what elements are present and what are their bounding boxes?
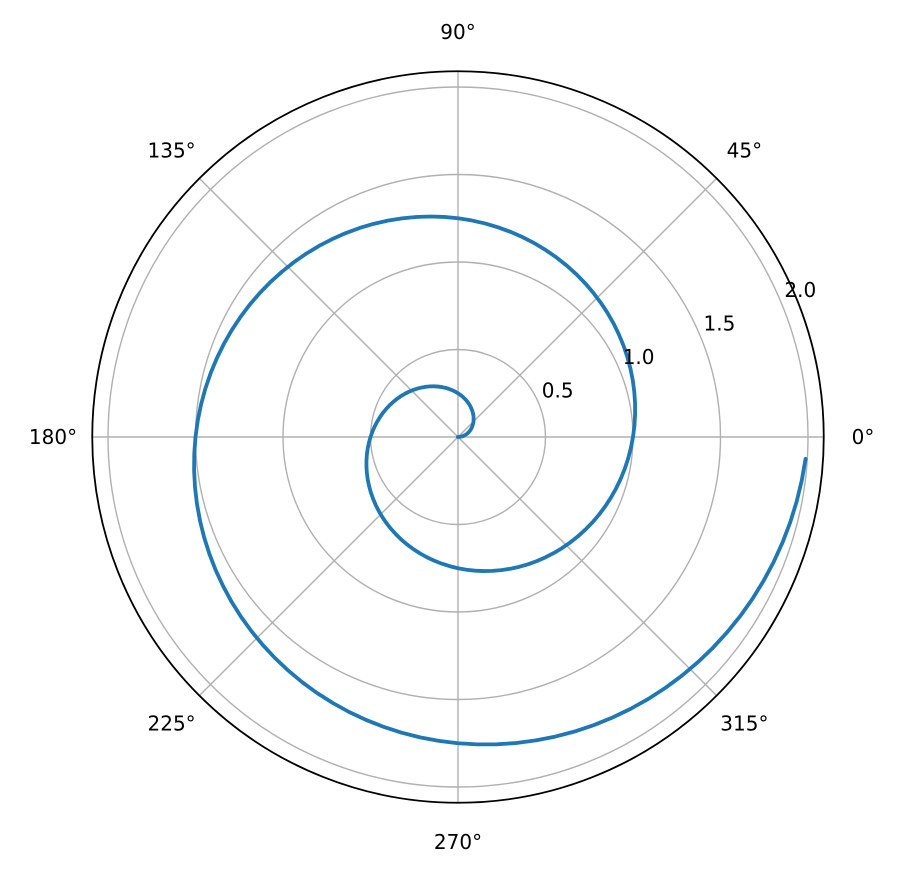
polar-spine <box>91 70 825 804</box>
theta-tick-label: 45° <box>727 139 762 163</box>
theta-tick-label: 270° <box>434 830 482 854</box>
r-tick-label: 1.0 <box>623 345 655 369</box>
angular-gridline <box>198 177 459 438</box>
theta-tick-label: 135° <box>148 139 196 163</box>
theta-tick-label: 225° <box>148 711 196 735</box>
theta-tick-labels: 0° 45° 90° 135° 180° 225° 270° 315° <box>29 20 874 854</box>
angular-gridline <box>457 177 718 438</box>
r-tick-label: 0.5 <box>542 379 574 403</box>
spiral-line <box>192 214 808 747</box>
r-tick-labels: 0.5 1.0 1.5 2.0 <box>542 278 816 402</box>
r-tick-label: 1.5 <box>704 312 736 336</box>
theta-tick-label: 0° <box>852 425 875 449</box>
theta-tick-label: 180° <box>29 425 77 449</box>
angular-gridline <box>457 436 718 697</box>
theta-tick-label: 315° <box>720 711 768 735</box>
r-tick-label: 2.0 <box>784 278 816 302</box>
angular-gridlines <box>92 71 824 803</box>
theta-tick-label: 90° <box>440 20 475 44</box>
angular-gridline <box>198 436 459 697</box>
